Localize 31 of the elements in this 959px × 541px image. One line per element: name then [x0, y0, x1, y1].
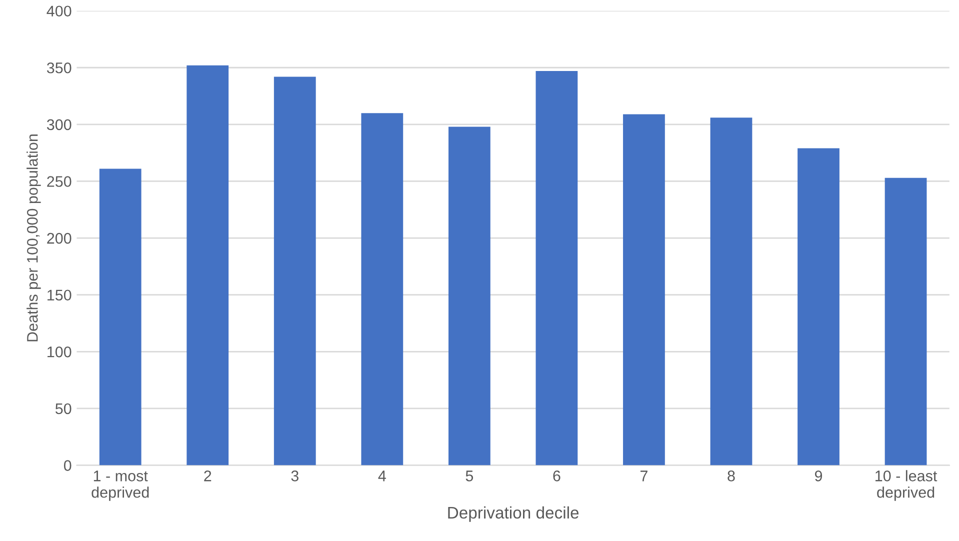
y-tick-label: 350: [46, 62, 72, 74]
y-tick-label: 250: [47, 176, 72, 187]
y-axis-title: Deaths per 100,000 population: [26, 134, 41, 342]
bar: [99, 168, 142, 466]
y-tick-label: 50: [55, 403, 72, 414]
bar: [536, 71, 578, 466]
bar: [448, 126, 490, 466]
x-tick-label: 8: [728, 470, 735, 482]
bar: [710, 118, 752, 466]
bar: [186, 65, 229, 466]
y-tick-label: 100: [48, 346, 72, 358]
y-tick-label: 150: [48, 290, 72, 301]
x-tick-label: 9: [814, 470, 822, 482]
y-tick-label: 0: [64, 460, 72, 471]
y-tick-label: 200: [47, 232, 72, 244]
x-tick-label: 10 - least deprived: [876, 470, 938, 501]
bar: [361, 113, 404, 466]
bar: [798, 148, 840, 466]
x-tick-label: 1 - most deprived: [92, 470, 149, 501]
x-tick-label: 7: [640, 470, 648, 482]
x-axis-title: Deprivation decile: [448, 506, 579, 522]
x-tick-label: 3: [291, 470, 298, 482]
bar: [623, 114, 665, 466]
x-tick-label: 6: [553, 470, 560, 482]
y-tick-label: 300: [46, 119, 72, 130]
x-tick-label: 4: [378, 470, 386, 482]
x-tick-label: 5: [466, 470, 474, 482]
x-tick-label: 2: [204, 470, 212, 482]
bar: [274, 76, 316, 466]
bar: [884, 178, 927, 466]
y-tick-label: 400: [46, 6, 72, 17]
